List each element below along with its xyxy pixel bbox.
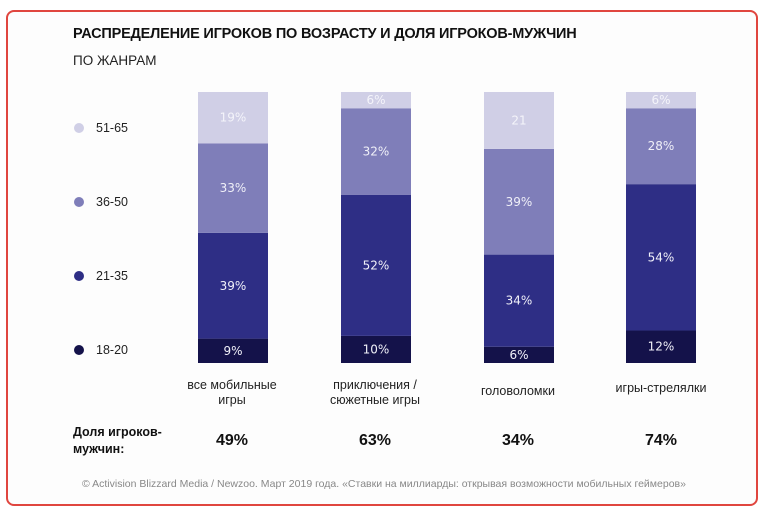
legend-item-18-20: 18-20	[74, 343, 128, 357]
legend-label: 21-35	[96, 269, 128, 283]
male-share-puzzle: 34%	[501, 432, 535, 449]
bar-segment-18-20	[341, 335, 411, 363]
legend-swatch	[74, 123, 84, 133]
male-share-shooter: 74%	[644, 432, 678, 449]
bar-segment-51-65	[626, 92, 696, 109]
data-label: 32%	[363, 145, 390, 159]
data-label: 19%	[220, 111, 247, 125]
data-label: 10%	[363, 342, 390, 356]
data-label: 12%	[648, 340, 675, 354]
bar-segment-21-35	[341, 194, 411, 336]
male-share-adventure: 63%	[358, 432, 392, 449]
category-label-all: все мобильные игры	[187, 378, 277, 407]
bar-segment-18-20	[198, 338, 268, 363]
bar-segment-21-35	[484, 254, 554, 347]
male-share-all: 49%	[215, 432, 249, 449]
legend-label: 18-20	[96, 343, 128, 357]
bar-segment-18-20	[626, 330, 696, 363]
data-label: 6%	[366, 93, 385, 107]
data-label: 39%	[506, 195, 533, 209]
legend-item-51-65: 51-65	[74, 121, 128, 135]
data-label: 6%	[651, 93, 670, 107]
bar-segment-51-65	[198, 92, 268, 144]
chart-subtitle: ПО ЖАНРАМ	[73, 53, 157, 68]
bar-segment-18-20	[484, 346, 554, 363]
data-label: 28%	[648, 139, 675, 153]
male-share-label: Доля игроков-мужчин:	[73, 425, 162, 456]
data-label: 54%	[648, 250, 675, 264]
bar-segment-36-50	[484, 148, 554, 255]
legend-label: 36-50	[96, 195, 128, 209]
legend-swatch	[74, 197, 84, 207]
bar-segment-36-50	[626, 108, 696, 185]
bar-segment-51-65	[484, 92, 554, 149]
bar-segment-51-65	[341, 92, 411, 109]
category-label-shooter: игры-стрелялки	[615, 381, 707, 395]
data-label: 34%	[506, 294, 533, 308]
data-label: 21	[511, 113, 526, 127]
data-label: 33%	[220, 181, 247, 195]
data-label: 9%	[223, 344, 242, 358]
bar-segment-36-50	[198, 143, 268, 233]
legend-item-21-35: 21-35	[74, 269, 128, 283]
legend-label: 51-65	[96, 121, 128, 135]
legend-swatch	[74, 345, 84, 355]
bar-segment-21-35	[626, 184, 696, 331]
category-label-puzzle: головоломки	[481, 384, 555, 398]
source-footer: © Activision Blizzard Media / Newzoo. Ма…	[82, 478, 686, 490]
data-label: 6%	[509, 348, 528, 362]
bar-segment-36-50	[341, 108, 411, 195]
chart-title: РАСПРЕДЕЛЕНИЕ ИГРОКОВ ПО ВОЗРАСТУ И ДОЛЯ…	[73, 26, 577, 42]
bar-segment-21-35	[198, 232, 268, 339]
category-label-adventure: приключения / сюжетные игры	[330, 378, 420, 407]
data-label: 39%	[220, 279, 247, 293]
legend-swatch	[74, 271, 84, 281]
data-label: 52%	[363, 258, 390, 272]
legend-item-36-50: 36-50	[74, 195, 128, 209]
